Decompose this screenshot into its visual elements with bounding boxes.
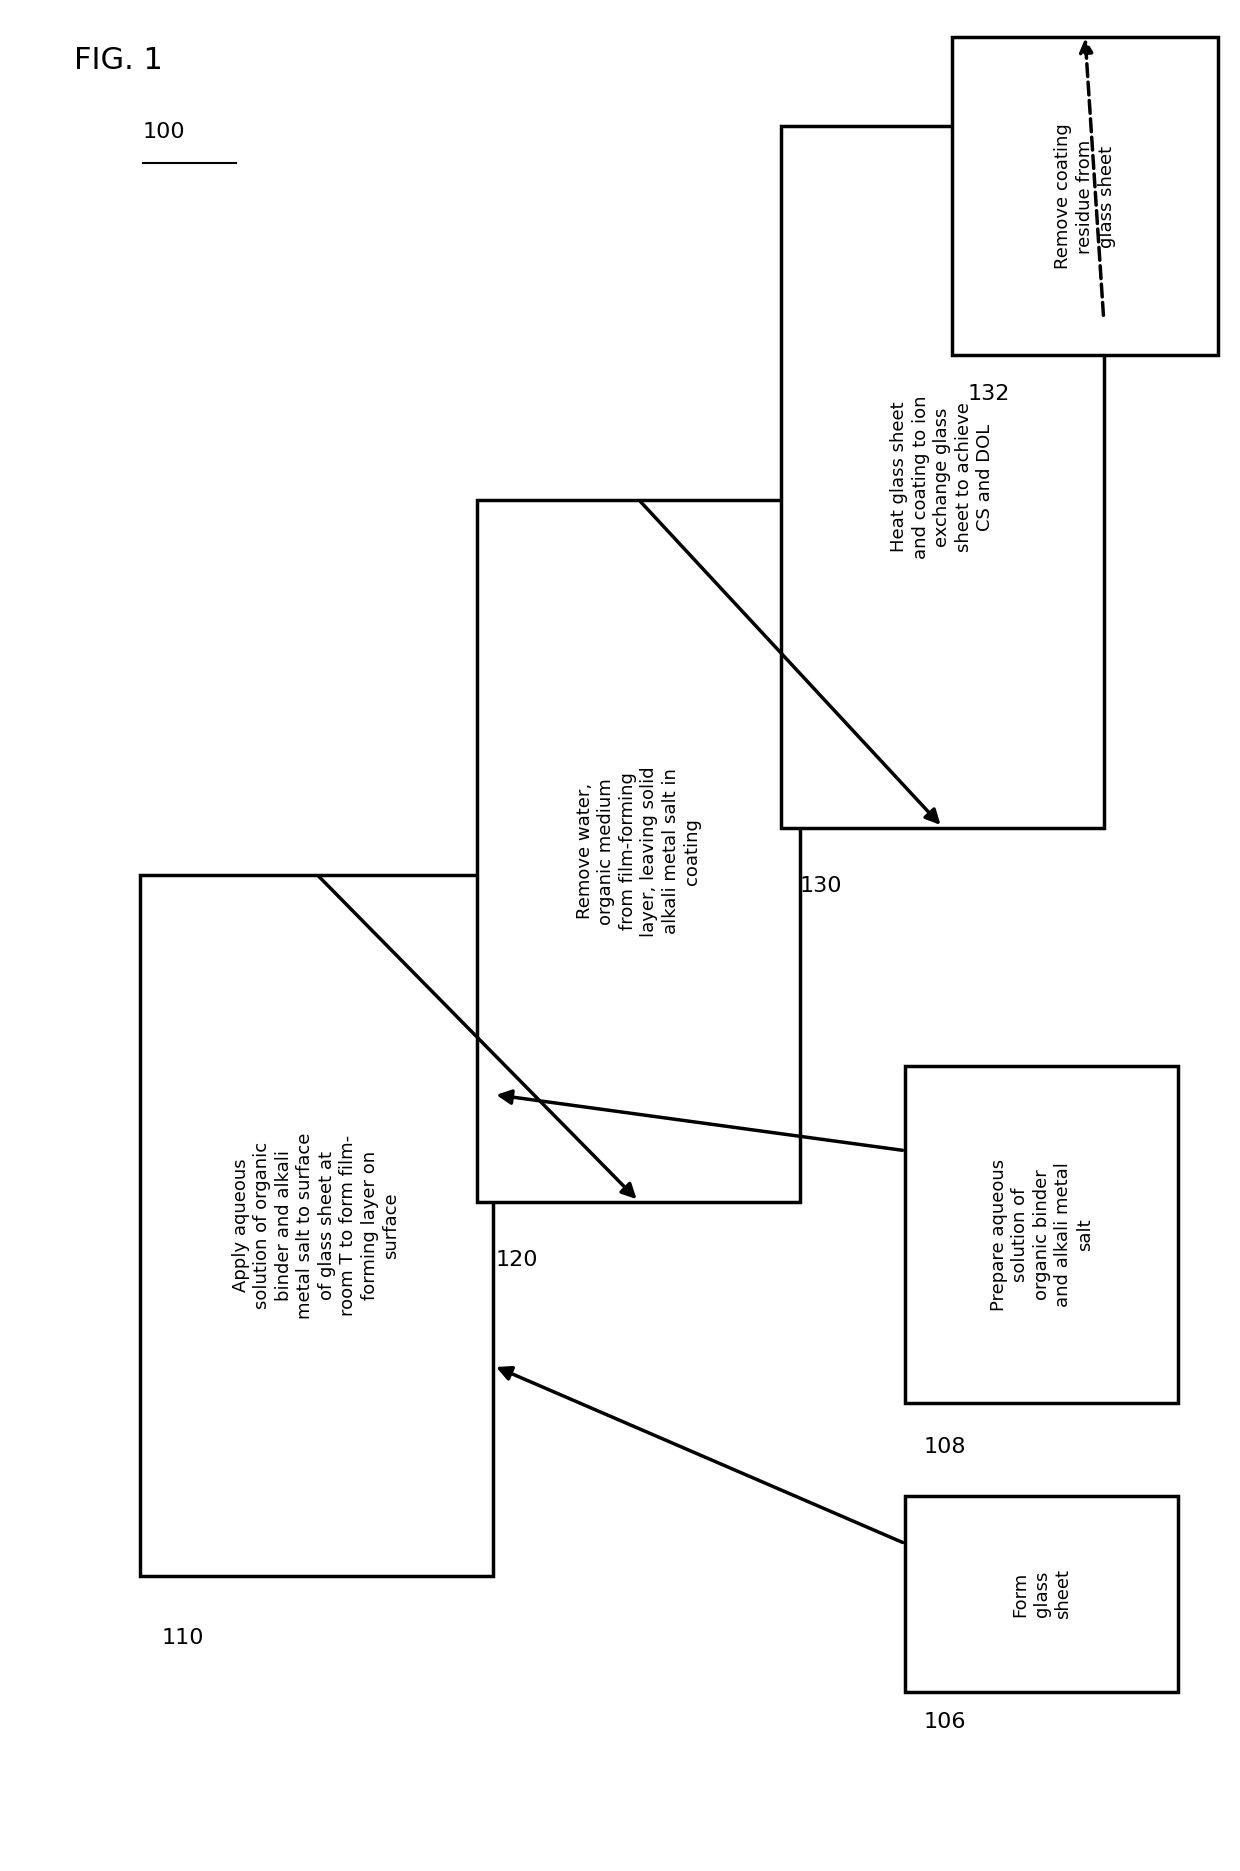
Text: 120: 120 (496, 1250, 538, 1270)
Text: 110: 110 (161, 1628, 203, 1648)
Text: Remove water,
organic medium
from film-forming
layer, leaving solid
alkali metal: Remove water, organic medium from film-f… (575, 765, 702, 937)
Text: 108: 108 (924, 1437, 966, 1458)
FancyBboxPatch shape (905, 1066, 1178, 1403)
Text: 130: 130 (800, 876, 842, 896)
FancyBboxPatch shape (905, 1497, 1178, 1691)
Text: 132: 132 (967, 384, 1009, 404)
Text: 100: 100 (143, 122, 185, 142)
Text: Apply aqueous
solution of organic
binder and alkali
metal salt to surface
of gla: Apply aqueous solution of organic binder… (232, 1132, 401, 1319)
Text: Remove coating
residue from
glass sheet: Remove coating residue from glass sheet (1054, 123, 1116, 269)
Text: 106: 106 (924, 1712, 966, 1733)
Text: Prepare aqueous
solution of
organic binder
and alkali metal
salt: Prepare aqueous solution of organic bind… (990, 1158, 1094, 1312)
FancyBboxPatch shape (140, 876, 492, 1575)
Text: Form
glass
sheet: Form glass sheet (1011, 1570, 1073, 1618)
Text: FIG. 1: FIG. 1 (74, 47, 164, 75)
FancyBboxPatch shape (952, 37, 1218, 355)
Text: Heat glass sheet
and coating to ion
exchange glass
sheet to achieve
CS and DOL: Heat glass sheet and coating to ion exch… (890, 395, 994, 559)
FancyBboxPatch shape (781, 127, 1104, 827)
FancyBboxPatch shape (477, 500, 800, 1203)
